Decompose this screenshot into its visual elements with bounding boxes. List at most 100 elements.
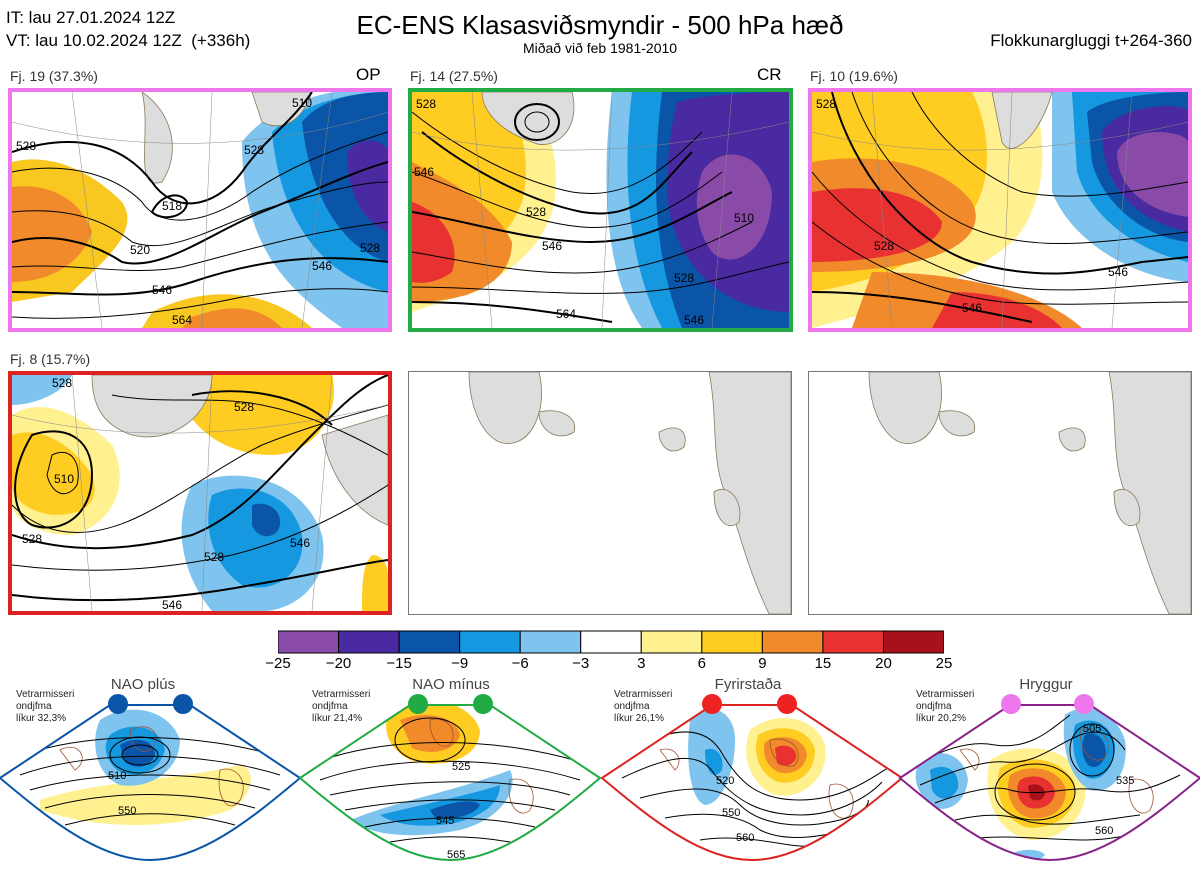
- contour-label: 546: [290, 536, 310, 550]
- colorbar-segment: [459, 630, 521, 654]
- regime-note-nao-minus: Vetrarmisseri ondjfma líkur 21,4%: [312, 689, 371, 724]
- colorbar-tick-label: 6: [697, 655, 706, 672]
- colorbar-tick-label: −20: [325, 655, 352, 672]
- map-graphic-4: 528 510 528 528 546 528 546: [12, 375, 388, 611]
- map-graphic-2: 528 546 528 510 528 546 564 546: [412, 92, 789, 328]
- contour-label: 520: [130, 243, 150, 257]
- cluster-label-2: Fj. 14 (27.5%): [410, 68, 498, 84]
- regime-dot: [1001, 694, 1021, 714]
- cluster-map-1: 510 528 518 520 546 528 528 546 564: [8, 88, 392, 332]
- contour-label: 510: [54, 472, 74, 486]
- map-graphic-1: 510 528 518 520 546 528 528 546 564: [12, 92, 388, 328]
- regime-map-nao-plus: 510 550: [0, 705, 300, 860]
- fan-outline-nao-plus: [0, 704, 302, 862]
- regime-dot: [1074, 694, 1094, 714]
- colorbar-tick-label: 3: [637, 655, 646, 672]
- colorbar-segment: [822, 630, 884, 654]
- regime-dot: [173, 694, 193, 714]
- cluster-map-3: 528 528 546 546: [808, 88, 1192, 332]
- fan-outline-ridge: [898, 704, 1200, 862]
- regime-dot: [777, 694, 797, 714]
- colorbar-tick-label: −3: [572, 655, 590, 672]
- contour-label: 564: [172, 313, 192, 327]
- initial-time: IT: lau 27.01.2024 12Z: [6, 8, 176, 27]
- colorbar: [278, 630, 944, 654]
- colorbar-segment: [882, 630, 944, 654]
- contour-label: 518: [162, 199, 182, 213]
- regime-map-blocking: 520 550 560: [602, 705, 902, 860]
- contour-label: 564: [556, 307, 576, 321]
- contour-label: 528: [360, 241, 380, 255]
- regime-dot: [408, 694, 428, 714]
- contour-label: 528: [816, 97, 836, 111]
- colorbar-segment: [580, 630, 642, 654]
- colorbar-segment: [519, 630, 582, 654]
- regime-note-ridge: Vetrarmisseri ondjfma líkur 20,2%: [916, 689, 975, 724]
- fan-outline-blocking: [600, 704, 904, 862]
- cluster-tag-1: OP: [356, 65, 381, 84]
- colorbar-segment: [701, 630, 763, 654]
- blank-basemap-5: [409, 372, 791, 614]
- contour-label: 528: [244, 143, 264, 157]
- regime-title-nao-plus: NAO plús: [110, 676, 176, 693]
- colorbar-segment: [398, 630, 461, 654]
- regime-dot: [473, 694, 493, 714]
- valid-time: VT: lau 10.02.2024 12Z (+336h): [6, 31, 251, 50]
- contour-label: 565: [447, 849, 465, 861]
- regime-dot: [108, 694, 128, 714]
- regime-note-blocking: Vetrarmisseri ondjfma líkur 26,1%: [614, 689, 673, 724]
- colorbar-segment: [640, 630, 703, 654]
- contour-label: 528: [52, 376, 72, 390]
- cluster-label-3: Fj. 10 (19.6%): [810, 68, 898, 84]
- regime-maps: 510 550 525 545 565: [0, 694, 1200, 862]
- colorbar-tick-label: −9: [451, 655, 469, 672]
- colorbar-tick-label: 25: [935, 655, 953, 672]
- contour-label: 560: [1095, 825, 1113, 837]
- contour-label: 535: [1116, 775, 1134, 787]
- contour-label: 550: [722, 807, 740, 819]
- contour-label: 550: [118, 805, 136, 817]
- empty-map-6: [808, 371, 1192, 615]
- contour-label: 528: [204, 550, 224, 564]
- contour-label: 546: [152, 283, 172, 297]
- colorbar-tick-label: 15: [814, 655, 832, 672]
- regime-title-nao-minus: NAO mínus: [412, 676, 490, 693]
- cluster-tag-2: CR: [757, 65, 782, 84]
- contour-label: 510: [108, 770, 126, 782]
- contour-label: 510: [734, 211, 754, 225]
- cluster-map-2: 528 546 528 510 528 546 564 546: [408, 88, 793, 332]
- contour-label: 560: [736, 832, 754, 844]
- colorbar-segment: [278, 630, 340, 654]
- colorbar-segment: [761, 630, 824, 654]
- fan-outline-nao-minus: [298, 704, 602, 862]
- contour-label: 546: [312, 259, 332, 273]
- colorbar-tick-label: −25: [265, 655, 291, 672]
- colorbar-tick-label: 20: [875, 655, 892, 672]
- regime-dot: [702, 694, 722, 714]
- page-subtitle: Miðað við feb 1981-2010: [522, 40, 678, 56]
- empty-map-5: [408, 371, 792, 615]
- regime-note-nao-plus: Vetrarmisseri ondjfma líkur 32,3%: [16, 689, 75, 724]
- contour-label: 528: [16, 139, 36, 153]
- contour-label: 546: [162, 598, 182, 611]
- contour-label: 528: [874, 239, 894, 253]
- contour-label: 525: [452, 761, 470, 773]
- regime-title-blocking: Fyrirstaða: [714, 676, 782, 693]
- cluster-label-4: Fj. 8 (15.7%): [10, 351, 91, 367]
- map-graphic-3: 528 528 546 546: [812, 92, 1188, 328]
- contour-label: 510: [292, 96, 312, 110]
- contour-label: 505: [1083, 723, 1101, 735]
- page-title: EC-ENS Klasasviðsmyndir - 500 hPa hæð: [356, 10, 844, 40]
- contour-label: 528: [526, 205, 546, 219]
- cluster-map-4: 528 510 528 528 546 528 546: [8, 371, 392, 615]
- contour-label: 546: [414, 165, 434, 179]
- contour-label: 528: [416, 97, 436, 111]
- colorbar-tick-label: −15: [386, 655, 412, 672]
- colorbar-tick-label: −6: [511, 655, 529, 672]
- regime-map-nao-minus: 525 545 565: [300, 705, 600, 861]
- contour-label: 528: [234, 400, 254, 414]
- colorbar-tick-label: 9: [758, 655, 767, 672]
- contour-label: 520: [716, 775, 734, 787]
- contour-label: 546: [962, 301, 982, 315]
- contour-label: 528: [674, 271, 694, 285]
